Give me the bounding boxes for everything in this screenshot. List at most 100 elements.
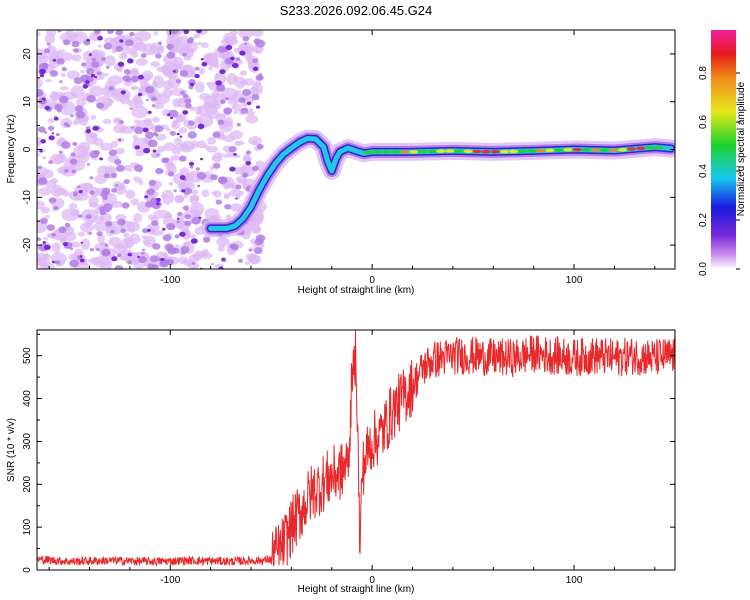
noise-blob: [251, 30, 264, 37]
noise-blob: [236, 123, 241, 127]
ridge-core: [418, 149, 428, 154]
noise-blob: [88, 231, 93, 235]
noise-blob: [195, 66, 200, 71]
colorbar-tick-label: 0.6: [698, 115, 709, 129]
noise-blob: [37, 237, 42, 241]
noise-blob: [217, 244, 225, 252]
noise-blob: [240, 107, 249, 114]
noise-blob: [166, 35, 182, 47]
noise-blob: [156, 153, 160, 157]
noise-blob: [101, 248, 111, 256]
noise-blob: [115, 184, 119, 187]
noise-blob: [71, 169, 76, 174]
noise-blob: [64, 231, 77, 242]
noise-blob: [255, 74, 264, 81]
noise-blob: [37, 136, 42, 145]
noise-blob: [66, 70, 80, 80]
noise-blob: [68, 203, 78, 210]
noise-blob: [115, 164, 125, 172]
noise-blob: [196, 42, 203, 46]
noise-blob: [121, 202, 130, 209]
noise-blob: [66, 124, 71, 128]
spectrogram-ytick-label: 20: [22, 48, 33, 60]
noise-blob: [226, 73, 237, 86]
ridge-core: [627, 147, 637, 151]
noise-blob: [85, 80, 90, 84]
noise-blob: [166, 127, 171, 132]
ridge-core: [645, 145, 655, 150]
noise-blob: [72, 141, 78, 147]
noise-blob: [166, 113, 171, 117]
noise-blob: [62, 39, 71, 46]
noise-blob: [120, 228, 126, 233]
noise-blob: [46, 30, 57, 37]
noise-blob: [125, 39, 134, 47]
noise-blob: [196, 30, 202, 34]
noise-blob: [75, 110, 86, 119]
noise-blob: [168, 109, 179, 118]
noise-blob: [168, 181, 174, 186]
noise-blob: [182, 52, 187, 57]
noise-blob: [238, 97, 246, 104]
ridge-core: [372, 150, 382, 154]
noise-blob: [191, 216, 201, 225]
noise-blob: [104, 243, 109, 247]
noise-blob: [172, 120, 179, 125]
noise-blob: [169, 30, 179, 35]
noise-blob: [89, 247, 95, 252]
noise-blob: [210, 262, 215, 266]
spectrogram-ylabel: Frequency (Hz): [6, 115, 17, 184]
ridge-core: [454, 149, 464, 153]
ridge-core: [472, 149, 482, 154]
noise-blob: [209, 165, 214, 171]
noise-blob: [96, 71, 102, 76]
noise-blob: [120, 90, 126, 95]
noise-blob: [150, 96, 157, 102]
noise-blob: [147, 110, 152, 114]
noise-blob: [121, 238, 131, 250]
noise-blob: [181, 259, 194, 266]
noise-blob: [69, 247, 74, 251]
noise-blob: [166, 51, 176, 59]
noise-blob: [241, 172, 249, 178]
ridge-core: [481, 149, 491, 154]
noise-blob: [134, 95, 141, 99]
noise-blob: [242, 88, 251, 97]
noise-blob: [256, 105, 260, 109]
noise-blob: [251, 165, 259, 172]
noise-blob: [54, 187, 67, 196]
noise-blob: [184, 98, 192, 104]
noise-blob: [235, 57, 241, 61]
noise-blob: [137, 74, 144, 80]
noise-blob: [118, 138, 122, 141]
snr-ytick-label: 0: [22, 567, 33, 573]
noise-blob: [162, 80, 175, 90]
noise-blob: [50, 178, 58, 184]
noise-blob: [64, 222, 71, 228]
noise-blob: [77, 231, 85, 237]
noise-blob: [38, 187, 52, 196]
noise-blob: [156, 202, 160, 206]
noise-blob: [183, 187, 193, 195]
noise-blob: [92, 125, 99, 131]
noise-blob: [113, 123, 127, 134]
noise-blob: [235, 197, 238, 200]
noise-blob: [58, 226, 67, 234]
noise-blob: [180, 246, 190, 254]
ridge-core: [390, 150, 400, 154]
ridge-track: [201, 129, 675, 238]
noise-blob: [234, 90, 242, 95]
noise-blob: [49, 70, 59, 77]
noise-blob: [211, 191, 217, 195]
noise-blob: [86, 163, 91, 166]
noise-blob: [150, 152, 158, 159]
noise-blob: [203, 237, 211, 243]
noise-blob: [52, 206, 59, 211]
ridge-core: [490, 150, 500, 154]
noise-blob: [64, 169, 69, 173]
noise-blob: [52, 58, 57, 62]
noise-blob: [235, 176, 247, 183]
noise-blob: [56, 58, 65, 65]
noise-blob: [111, 188, 117, 193]
